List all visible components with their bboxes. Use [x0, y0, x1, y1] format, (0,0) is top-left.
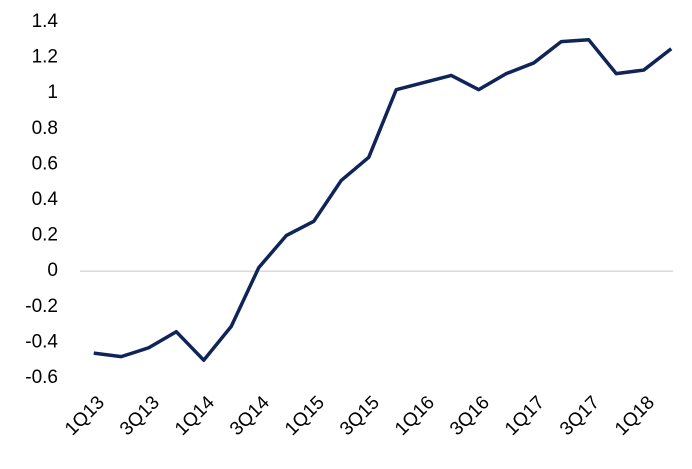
x-tick-label: 1Q18: [611, 392, 659, 440]
y-tick-label: 0.2: [32, 225, 58, 246]
y-tick-label: -0.4: [25, 331, 58, 352]
x-tick-label: 3Q13: [116, 392, 164, 440]
x-tick-label: 3Q16: [446, 392, 494, 440]
x-tick-label: 1Q13: [61, 392, 109, 440]
y-tick-label: 0.4: [32, 189, 59, 210]
x-tick-label: 1Q16: [391, 392, 439, 440]
y-tick-label: 1.2: [32, 47, 58, 68]
data-line: [93, 38, 673, 362]
y-tick-label: 1: [47, 82, 58, 103]
y-tick-label: 1.4: [32, 11, 59, 32]
x-tick-label: 3Q15: [336, 392, 384, 440]
y-tick-label: 0.8: [32, 118, 58, 139]
x-tick-label: 1Q15: [281, 392, 329, 440]
y-tick-label: -0.6: [25, 367, 58, 388]
y-tick-label: 0.6: [32, 153, 58, 174]
x-tick-label: 3Q14: [226, 392, 274, 440]
y-tick-label: -0.2: [25, 296, 58, 317]
x-tick-label: 1Q14: [171, 392, 219, 440]
x-tick-label: 3Q17: [556, 392, 604, 440]
x-tick-label: 1Q17: [501, 392, 549, 440]
y-tick-label: 0: [47, 260, 58, 281]
